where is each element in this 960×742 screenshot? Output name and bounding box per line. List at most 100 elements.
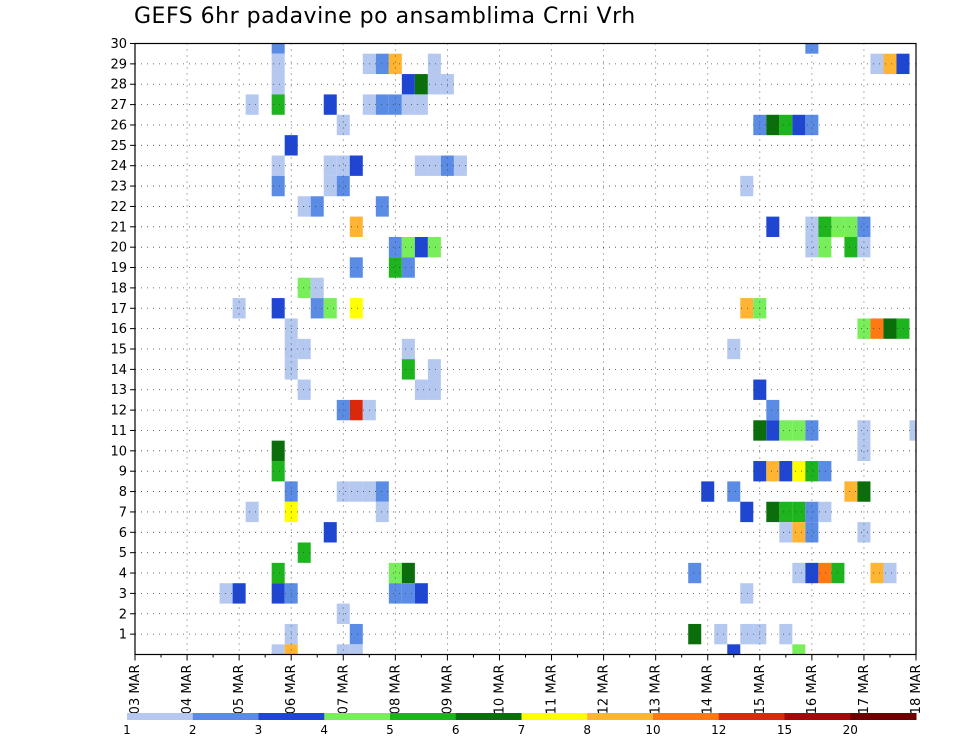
heatmap-cell (779, 623, 793, 645)
x-tick-label: 16 MAR (805, 665, 820, 715)
colorbar-segment (127, 713, 194, 720)
heatmap-cell (427, 74, 441, 95)
colorbar-label: 12 (711, 723, 726, 737)
heatmap-cell (792, 562, 806, 584)
colorbar-segment (455, 713, 522, 720)
heatmap-cell (896, 318, 910, 339)
heatmap-cell (271, 175, 285, 197)
heatmap-cell (779, 461, 793, 482)
heatmap-cell (414, 236, 428, 258)
heatmap-cell (805, 461, 819, 482)
colorbar-segment (258, 713, 325, 720)
heatmap-cell (401, 74, 415, 95)
x-tick-label: 06 MAR (284, 665, 299, 715)
heatmap-cell (323, 298, 337, 319)
heatmap-cell (805, 522, 819, 543)
grid-lines (135, 43, 916, 655)
heatmap-cell (818, 501, 832, 523)
colorbar-label: 10 (645, 723, 660, 737)
colorbar-segment (718, 713, 785, 720)
heatmap-cell (896, 53, 910, 75)
heatmap-cell (245, 501, 259, 523)
heatmap-cell (401, 338, 415, 360)
heatmap-cell (401, 257, 415, 278)
x-tick-label: 13 MAR (649, 665, 664, 715)
heatmap-cell (818, 562, 832, 584)
colorbar-label: 2 (189, 723, 197, 737)
heatmap-cell (427, 359, 441, 380)
heatmap-cell (349, 298, 363, 319)
colorbar: 1 2 3 4 5 6 7 8 10 12 15 20 (123, 713, 917, 737)
heatmap-cell (909, 420, 916, 441)
heatmap-cell (271, 562, 285, 584)
heatmap-cell (297, 338, 311, 360)
colorbar-segment (587, 713, 654, 720)
heatmap-cell (427, 236, 441, 258)
y-tick-label: 15 (110, 343, 127, 358)
heatmap-cell (271, 461, 285, 482)
heatmap-cell (688, 623, 702, 645)
x-tick-label: 17 MAR (857, 665, 872, 715)
heatmap-cell (857, 216, 871, 237)
y-tick-label: 4 (119, 567, 127, 582)
colorbar-label: 1 (123, 723, 131, 737)
heatmap-cell (792, 522, 806, 543)
x-tick-label: 07 MAR (336, 665, 351, 715)
heatmap-cell (349, 481, 363, 502)
heatmap-cell (349, 399, 363, 421)
y-tick-label: 12 (110, 404, 127, 419)
heatmap-cell (336, 155, 350, 176)
heatmap-cell (349, 644, 363, 655)
colorbar-label: 8 (583, 723, 591, 737)
colorbar-segment (784, 713, 851, 720)
heatmap-cell (414, 74, 428, 95)
heatmap-cell (388, 562, 402, 584)
heatmap-cell (805, 216, 819, 237)
x-axis-ticks: 03 MAR 04 MAR 05 MAR 06 MAR 07 MAR 08 MAR 09 M… (128, 654, 924, 715)
y-tick-label: 19 (110, 261, 127, 276)
y-tick-label: 11 (110, 424, 127, 439)
y-tick-label: 2 (119, 607, 127, 622)
heatmap-cell (401, 562, 415, 584)
heatmap-cell (805, 43, 819, 54)
x-tick-label: 09 MAR (440, 665, 455, 715)
x-tick-label: 03 MAR (128, 665, 143, 715)
heatmap-cell (779, 501, 793, 523)
heatmap-cell (388, 257, 402, 278)
heatmap-cell (297, 542, 311, 563)
heatmap-cell (271, 43, 285, 54)
heatmap-cell (401, 359, 415, 380)
heatmap-cell (805, 114, 819, 136)
heatmap-cell (766, 461, 780, 482)
heatmap-cell (414, 155, 428, 176)
heatmap-cell (857, 420, 871, 441)
y-tick-label: 25 (110, 139, 127, 154)
y-tick-label: 22 (110, 200, 127, 215)
heatmap-cell (349, 623, 363, 645)
heatmap-cell (883, 562, 897, 584)
heatmap-cell (245, 94, 259, 115)
colorbar-label: 5 (386, 723, 394, 737)
y-tick-label: 7 (119, 505, 127, 520)
y-axis-ticks: 1234567891011121314151617181920212223242… (110, 37, 135, 643)
heatmap-cell (844, 236, 858, 258)
heatmap-cell (271, 298, 285, 319)
heatmap-cell (414, 583, 428, 604)
heatmap-cell (857, 236, 871, 258)
x-tick-label: 05 MAR (232, 665, 247, 715)
heatmap-cell (375, 481, 389, 502)
colorbar-label: 6 (452, 723, 460, 737)
heatmap-cell (857, 440, 871, 462)
heatmap-cell (883, 318, 897, 339)
heatmap-cell (336, 644, 350, 655)
heatmap-cell (766, 399, 780, 421)
y-tick-label: 5 (119, 546, 127, 561)
colorbar-segment (653, 713, 720, 720)
heatmap-cell (323, 175, 337, 197)
y-tick-label: 24 (110, 159, 127, 174)
heatmap-cell (870, 318, 884, 339)
heatmap-cell (792, 114, 806, 136)
heatmap-cell (349, 257, 363, 278)
heatmap-cell (870, 562, 884, 584)
heatmap-cell (766, 420, 780, 441)
